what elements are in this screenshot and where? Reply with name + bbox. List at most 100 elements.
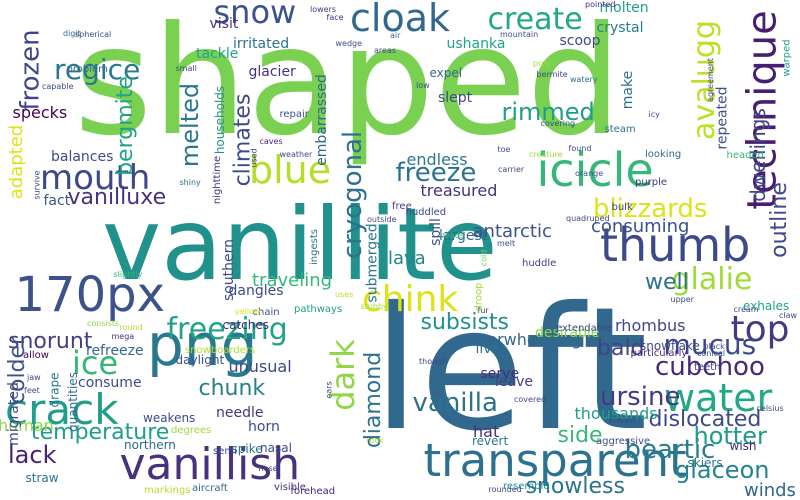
cloud-word-snowflake: snowflake [640,339,700,353]
cloud-word-catches: catches [222,318,270,332]
cloud-word-outside: outside [367,215,397,224]
cloud-word-horn: horn [248,419,280,435]
cloud-word-rhombus: rhombus [615,316,686,335]
cloud-word-carrier: carrier [498,165,525,174]
cloud-word-molten: molten [599,0,649,16]
cloud-word-mouth: mouth [40,158,151,198]
cloud-word-round: round [119,323,143,332]
cloud-word-uses: uses [335,290,354,299]
cloud-word-cubchoo: cubchoo [655,352,765,382]
cloud-word-slept: slept [438,90,473,106]
cloud-word-melt: melt [497,239,516,248]
cloud-word-areas: areas [374,46,397,55]
cloud-word-thousands: thousands [574,404,658,423]
cloud-word-chain: chain [252,307,280,318]
cloud-word-glacier: glacier [248,64,296,80]
cloud-word-northern: northern [124,438,176,452]
cloud-word-mega: mega [111,332,135,341]
cloud-word-though: though [419,357,448,366]
cloud-word-cold: cold [478,249,488,267]
cloud-word-snow: snow [213,0,297,31]
cloud-word-rounded: rounded [488,485,522,494]
cloud-word-spike: spike [231,442,263,456]
cloud-word-wish: wish [729,439,757,453]
cloud-word-consists: consists [87,319,120,328]
cloud-word-regice: regice [54,53,141,86]
cloud-word-capable: capable [42,82,74,91]
cloud-word-human: human [0,416,54,435]
cloud-word-hotter: hotter [693,422,767,450]
cloud-word-unusual: unusual [228,357,292,376]
cloud-word-balances: balances [51,149,114,165]
cloud-word-traveling: traveling [252,270,333,291]
cloud-word-creature: creature [529,150,563,159]
cloud-word-semi: semi [213,446,237,457]
cloud-word-dislocated: dislocated [648,407,762,432]
cloud-word-drape: drape [46,372,61,408]
cloud-word-nasal: nasal [260,441,292,455]
cloud-word-weather: weather [279,150,313,159]
cloud-word-weakens: weakens [143,411,196,425]
cloud-word-vanilla: vanilla [412,388,498,418]
cloud-word-mountain: mountain [500,30,539,39]
cloud-word-shiny: shiny [179,178,201,187]
cloud-word-migrated: migrated [5,382,22,446]
cloud-word-markings: markings [144,485,191,496]
cloud-word-forehead: forehead [290,486,336,497]
cloud-word-huddled: huddled [405,207,447,218]
cloud-word-winds: winds [744,480,796,500]
cloud-word-purple: purple [635,177,668,188]
cloud-word-looking: looking [645,149,682,160]
cloud-word-heads: heads [440,231,465,240]
cloud-word-repair: repair [279,109,309,120]
cloud-word-degrees: degrees [171,425,212,436]
cloud-word-lack: lack [8,441,57,469]
cloud-word-visible: visible [274,482,306,493]
cloud-word-bald: bald [597,336,645,361]
cloud-word-vanillite: vanillite [102,186,498,303]
cloud-word-snorunt: snorunt [8,329,93,354]
cloud-word-crystal: crystal [596,20,644,36]
cloud-word-thumb: thumb [600,218,751,272]
cloud-word-cloak: cloak [350,0,450,40]
cloud-word-survive: survive [32,170,42,200]
cloud-word-bermite: bermite [536,70,568,79]
cloud-word-visit: visit [209,16,239,32]
cloud-word-skiers: skiers [687,456,723,470]
cloud-word-vanilluxe: vanilluxe [67,185,167,210]
cloud-word-extendable: extendable [556,323,613,334]
cloud-word-straw: straw [25,471,59,485]
cloud-word-small: small [175,64,197,73]
cloud-word-ursine: ursine [600,382,681,412]
cloud-word-overwhelming: overwhelming [468,330,582,349]
cloud-word-pointed: pointed [585,0,616,9]
cloud-word-stubby: stubby [360,302,388,311]
cloud-word-dangles: dangles [228,283,284,299]
cloud-word-left: left [372,271,648,469]
cloud-word-particularly: particularly [630,348,688,359]
cloud-word-chunk: chunk [198,376,266,401]
cloud-word-hat: hat [473,422,500,441]
cloud-word-consume: consume [78,375,142,391]
cloud-word-rimmed: rimmed [501,98,595,126]
cloud-word-yellow: yellow [235,307,261,316]
cloud-word-low: low [416,81,430,90]
cloud-word-make: make [620,70,637,110]
cloud-word-lowers: lowers [310,5,337,14]
cloud-word-aggressive: aggressive [596,436,651,447]
cloud-word-frozen: frozen [15,29,46,111]
cloud-word-cream: cream [733,305,759,314]
cloud-word-nighttime: nighttime [212,155,224,205]
cloud-word-fact: fact [43,193,71,209]
cloud-word-blizzards: blizzards [593,194,708,224]
cloud-word-claw: claw [779,311,798,320]
cloud-word-aircraft: aircraft [192,483,228,494]
cloud-word-cryogonal: cryogonal [338,130,369,260]
cloud-word-climates: climates [229,93,255,187]
cloud-word-problem: problem [66,64,108,75]
cloud-word-icicle: icicle [536,143,654,197]
cloud-word-lava: lava [388,248,426,269]
cloud-word-jaw: jaw [27,373,41,382]
cloud-word-ice: ice [72,344,119,382]
cloud-word-pathways: pathways [294,304,343,315]
